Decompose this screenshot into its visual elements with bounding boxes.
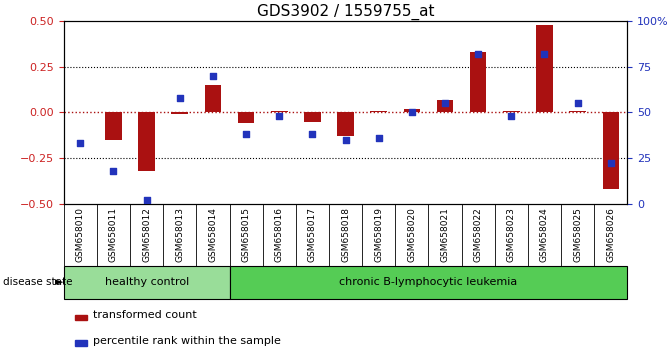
Bar bbox=[338, 113, 354, 136]
Bar bbox=[570, 110, 586, 113]
Point bbox=[274, 113, 285, 119]
Bar bbox=[205, 85, 221, 113]
Bar bbox=[172, 113, 188, 114]
Bar bbox=[370, 110, 387, 113]
Text: GSM658011: GSM658011 bbox=[109, 207, 118, 262]
Point bbox=[340, 137, 351, 143]
Text: percentile rank within the sample: percentile rank within the sample bbox=[93, 336, 281, 346]
Point bbox=[539, 51, 550, 57]
Text: GSM658019: GSM658019 bbox=[374, 207, 383, 262]
Text: GSM658015: GSM658015 bbox=[242, 207, 250, 262]
Bar bbox=[304, 113, 321, 121]
Point bbox=[572, 101, 583, 106]
Text: GSM658014: GSM658014 bbox=[209, 207, 217, 262]
Text: healthy control: healthy control bbox=[105, 277, 189, 287]
Point bbox=[307, 131, 318, 137]
Point bbox=[241, 131, 252, 137]
Bar bbox=[470, 52, 486, 113]
Text: GSM658023: GSM658023 bbox=[507, 207, 516, 262]
Point bbox=[174, 95, 185, 101]
Bar bbox=[536, 25, 553, 113]
Bar bbox=[437, 99, 454, 113]
Text: GSM658026: GSM658026 bbox=[607, 207, 615, 262]
Text: GSM658018: GSM658018 bbox=[341, 207, 350, 262]
Bar bbox=[75, 315, 87, 320]
Text: GSM658017: GSM658017 bbox=[308, 207, 317, 262]
Point bbox=[373, 135, 384, 141]
Text: GSM658022: GSM658022 bbox=[474, 207, 482, 262]
Text: transformed count: transformed count bbox=[93, 310, 197, 320]
Point bbox=[142, 197, 152, 203]
Bar bbox=[105, 113, 121, 140]
Bar bbox=[64, 266, 229, 299]
Bar bbox=[138, 113, 155, 171]
Bar bbox=[271, 110, 288, 113]
Text: disease state: disease state bbox=[3, 277, 73, 287]
Point bbox=[407, 110, 417, 115]
Point bbox=[75, 141, 86, 146]
Text: GSM658012: GSM658012 bbox=[142, 207, 151, 262]
Point bbox=[605, 161, 616, 166]
Bar bbox=[603, 113, 619, 189]
Bar bbox=[503, 110, 519, 113]
Text: GSM658016: GSM658016 bbox=[274, 207, 284, 262]
Text: GSM658010: GSM658010 bbox=[76, 207, 85, 262]
Text: GSM658024: GSM658024 bbox=[540, 207, 549, 262]
Point bbox=[440, 101, 450, 106]
Text: ►: ► bbox=[55, 277, 64, 287]
Point bbox=[473, 51, 484, 57]
Text: GSM658013: GSM658013 bbox=[175, 207, 185, 262]
Text: GSM658020: GSM658020 bbox=[407, 207, 417, 262]
Point bbox=[207, 73, 218, 79]
Bar bbox=[75, 340, 87, 346]
Bar bbox=[238, 113, 254, 123]
Text: GSM658025: GSM658025 bbox=[573, 207, 582, 262]
Point bbox=[108, 168, 119, 173]
Title: GDS3902 / 1559755_at: GDS3902 / 1559755_at bbox=[257, 4, 434, 20]
Bar bbox=[229, 266, 627, 299]
Point bbox=[506, 113, 517, 119]
Bar bbox=[403, 109, 420, 113]
Text: GSM658021: GSM658021 bbox=[441, 207, 450, 262]
Text: chronic B-lymphocytic leukemia: chronic B-lymphocytic leukemia bbox=[340, 277, 517, 287]
